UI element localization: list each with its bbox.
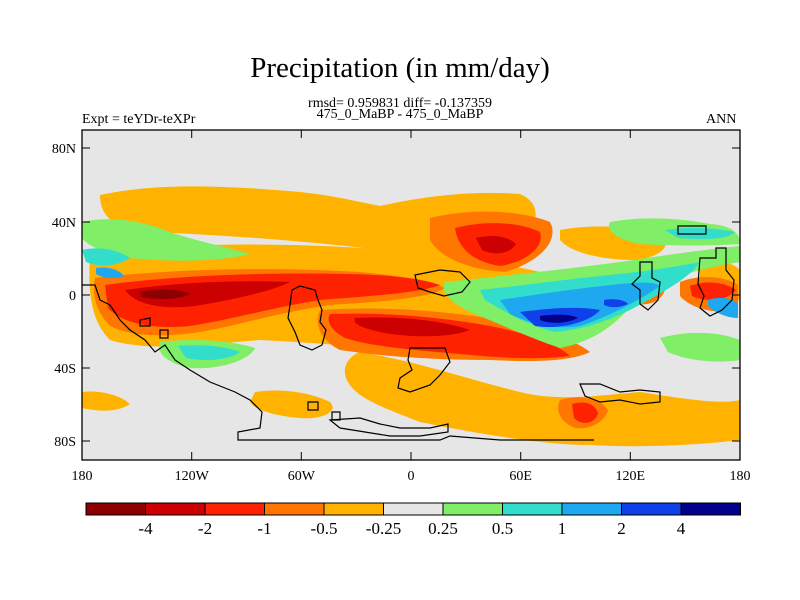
colorbar-segment — [264, 502, 325, 516]
rmsd-diff-stats: rmsd= 0.959831 diff= -0.137359 — [308, 96, 492, 111]
lat-label: 40S — [54, 362, 76, 377]
lat-label: 0 — [69, 289, 76, 304]
colorbar-label: 4 — [677, 519, 686, 538]
season-label: ANN — [706, 112, 737, 127]
lat-label: 80N — [52, 142, 76, 157]
colorbar — [85, 502, 741, 516]
experiment-label: Expt = teYDr-teXPr — [82, 112, 196, 127]
colorbar-label: -1 — [257, 519, 271, 538]
colorbar-segment — [323, 502, 384, 516]
colorbar-label: 0.25 — [428, 519, 458, 538]
lon-label: 60E — [509, 469, 532, 484]
colorbar-label: -2 — [198, 519, 212, 538]
colorbar-label: -0.25 — [366, 519, 401, 538]
colorbar-segment — [502, 502, 563, 516]
lat-tick-marks — [82, 147, 740, 442]
lon-label: 120E — [616, 469, 646, 484]
colorbar-label: 0.5 — [492, 519, 513, 538]
lon-label: 0 — [408, 469, 415, 484]
colorbar-segment — [85, 502, 146, 516]
colorbar-segment — [204, 502, 265, 516]
colorbar-segment — [145, 502, 206, 516]
colorbar-segment — [383, 502, 444, 516]
colorbar-segment — [561, 502, 622, 516]
lat-label: 40N — [52, 216, 76, 231]
colorbar-segment — [442, 502, 503, 516]
colorbar-label: -4 — [138, 519, 153, 538]
precip-anomaly-field — [82, 186, 740, 447]
colorbar-label: -0.5 — [311, 519, 338, 538]
lon-label: 120W — [175, 469, 210, 484]
colorbar-label: 1 — [558, 519, 567, 538]
lon-tick-marks — [81, 130, 741, 460]
colorbar-segment — [680, 502, 741, 516]
colorbar-label: 2 — [617, 519, 626, 538]
lon-label: 60W — [288, 469, 316, 484]
lon-label: 180 — [730, 469, 751, 484]
coastlines — [82, 225, 735, 441]
map-title: Precipitation (in mm/day) — [250, 52, 550, 84]
colorbar-segment — [621, 502, 682, 516]
experiment-subtitle: 475_0_MaBP - 475_0_MaBP — [316, 107, 484, 122]
lat-label: 80S — [54, 435, 76, 450]
lon-label: 180 — [72, 469, 93, 484]
